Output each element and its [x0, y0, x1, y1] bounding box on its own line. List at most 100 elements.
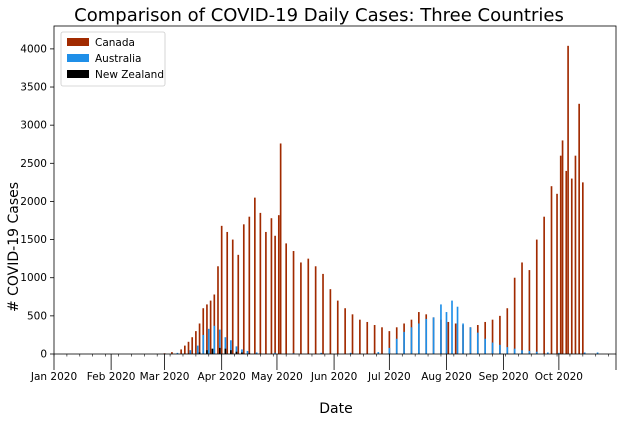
- x-tick-label: Jan 2020: [30, 371, 77, 383]
- bar-canada: [329, 289, 332, 354]
- bar-canada: [300, 262, 302, 354]
- bar-canada: [582, 182, 584, 354]
- x-tick-label: Oct 2020: [535, 371, 583, 383]
- bar-canada: [559, 155, 562, 354]
- bar-australia: [274, 352, 276, 354]
- bar-canada: [220, 225, 223, 354]
- bar-australia: [440, 304, 442, 354]
- bar-new-zealand: [241, 352, 243, 354]
- bar-australia: [202, 334, 205, 354]
- bar-canada: [565, 170, 568, 354]
- bar-australia: [255, 352, 258, 354]
- bar-australia: [596, 352, 599, 354]
- bar-australia: [499, 344, 501, 354]
- x-axis-label: Date: [319, 401, 352, 417]
- bar-canada: [491, 319, 494, 354]
- bar-canada: [279, 143, 282, 354]
- bar-canada: [344, 308, 346, 354]
- bar-canada: [292, 251, 295, 354]
- bar-canada: [206, 304, 208, 354]
- bar-canada: [226, 231, 229, 354]
- x-tick-label: Jun 2020: [310, 371, 357, 383]
- y-tick-label: 2000: [20, 196, 47, 208]
- bar-australia: [196, 345, 199, 354]
- bar-australia: [320, 352, 323, 354]
- bars-layer: [163, 45, 599, 355]
- legend: Canada Australia New Zealand: [60, 31, 166, 87]
- legend-label: Australia: [95, 53, 141, 65]
- x-tick-label: May 2020: [251, 371, 303, 383]
- bar-canada: [556, 193, 558, 354]
- x-tick-label: Apr 2020: [198, 371, 246, 383]
- bar-australia: [418, 323, 420, 354]
- bar-canada: [191, 337, 194, 354]
- bar-australia: [456, 306, 459, 354]
- bar-canada: [506, 308, 509, 354]
- bar-canada: [285, 243, 287, 354]
- bar-new-zealand: [198, 352, 201, 354]
- bar-new-zealand: [206, 350, 208, 354]
- bar-canada: [242, 224, 245, 354]
- bar-australia: [224, 337, 227, 354]
- bar-australia: [219, 329, 221, 354]
- bar-canada: [217, 266, 219, 354]
- bar-canada: [209, 300, 212, 354]
- bar-australia: [469, 327, 472, 354]
- bar-canada: [388, 331, 391, 354]
- bar-canada: [454, 323, 457, 354]
- bar-australia: [491, 342, 494, 354]
- bar-australia: [484, 338, 486, 354]
- y-tick-label: 4000: [20, 43, 47, 55]
- bar-australia: [476, 332, 479, 354]
- bar-canada: [521, 262, 523, 354]
- bar-canada: [314, 266, 317, 354]
- bar-australia: [241, 349, 243, 354]
- bar-canada: [561, 140, 564, 354]
- bar-canada: [198, 323, 201, 354]
- bar-canada: [237, 254, 240, 354]
- bar-new-zealand: [224, 348, 227, 354]
- bar-australia: [410, 327, 413, 354]
- bar-canada: [231, 239, 234, 354]
- bar-canada: [366, 321, 369, 354]
- bar-australia: [521, 350, 523, 354]
- bar-australia: [213, 325, 216, 354]
- bar-new-zealand: [219, 347, 221, 354]
- y-tick-label: 3000: [20, 120, 47, 132]
- bar-canada: [274, 235, 276, 354]
- bar-canada: [180, 349, 182, 354]
- bar-australia: [432, 317, 435, 354]
- bar-canada: [543, 216, 545, 354]
- legend-swatch: [67, 70, 89, 78]
- bar-canada: [270, 218, 273, 354]
- x-tick-label: Mar 2020: [140, 371, 190, 383]
- bar-canada: [499, 315, 501, 354]
- bar-new-zealand: [235, 351, 238, 354]
- bar-canada: [184, 345, 186, 354]
- bar-canada: [195, 331, 197, 354]
- x-axis-ticks: Jan 2020 Feb 2020 Mar 2020 Apr 2020 May 2020…: [30, 354, 617, 383]
- bar-australia: [583, 352, 586, 354]
- chart-title: Comparison of COVID-19 Daily Cases: Thre…: [74, 5, 564, 26]
- bar-australia: [445, 312, 448, 354]
- bar-canada: [336, 300, 339, 354]
- bar-canada: [567, 45, 569, 354]
- x-tick-label: Aug 2020: [421, 371, 472, 383]
- y-tick-label: 2500: [20, 158, 47, 170]
- x-tick-label: Sep 2020: [479, 371, 529, 383]
- bar-australia: [451, 300, 453, 354]
- bar-australia: [230, 340, 232, 354]
- bar-australia: [513, 348, 516, 354]
- bar-australia: [535, 351, 538, 354]
- bar-canada: [513, 277, 516, 354]
- legend-swatch: [67, 38, 89, 46]
- bar-new-zealand: [211, 348, 214, 354]
- bar-new-zealand: [230, 350, 232, 354]
- plot-frame: [53, 25, 617, 355]
- bar-canada: [254, 197, 256, 354]
- bar-canada: [248, 216, 251, 354]
- bar-canada: [322, 273, 324, 354]
- bar-australia: [176, 352, 179, 354]
